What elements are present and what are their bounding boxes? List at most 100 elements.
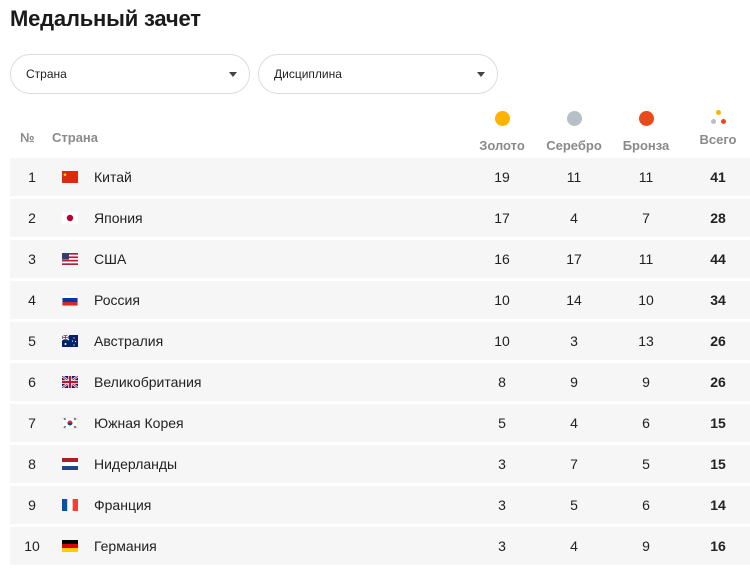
table-row[interactable]: 8 Нидерланды 3 7 5 15 [10, 445, 750, 483]
gold-count: 10 [494, 292, 510, 308]
table-row[interactable]: 9 Франция 3 5 6 14 [10, 486, 750, 524]
total-count: 41 [710, 169, 726, 185]
total-count: 15 [710, 456, 726, 472]
total-count: 14 [710, 497, 726, 513]
gold-count: 3 [498, 538, 506, 554]
chevron-down-icon [477, 71, 485, 77]
page-title: Медальный зачет [10, 6, 201, 31]
country-name: Австралия [94, 333, 164, 349]
china-flag-icon [62, 171, 78, 183]
rank-cell: 9 [28, 497, 36, 513]
country-name: Франция [94, 497, 152, 513]
rank-cell: 6 [28, 374, 36, 390]
table-row[interactable]: 3 США 16 17 11 44 [10, 240, 750, 278]
silver-medal-icon [566, 111, 582, 126]
gold-count: 10 [494, 333, 510, 349]
rank-cell: 10 [24, 538, 40, 554]
silver-count: 4 [570, 538, 578, 554]
column-header-total-group: Всего [683, 104, 750, 147]
column-header-silver-group: Серебро [539, 104, 609, 153]
column-header-bronze: Бронза [622, 138, 670, 153]
japan-flag-icon [62, 212, 78, 224]
uk-flag-icon [62, 376, 78, 388]
rank-cell: 2 [28, 210, 36, 226]
silver-count: 17 [566, 251, 582, 267]
gold-count: 8 [498, 374, 506, 390]
column-header-country: Страна [52, 130, 99, 145]
bronze-count: 10 [638, 292, 654, 308]
country-select-value: Страна [26, 67, 67, 81]
bronze-count: 9 [642, 374, 650, 390]
germany-flag-icon [62, 540, 78, 552]
total-count: 26 [710, 333, 726, 349]
gold-count: 16 [494, 251, 510, 267]
silver-count: 11 [566, 169, 582, 185]
rank-cell: 5 [28, 333, 36, 349]
gold-medal-icon [494, 111, 510, 126]
country-name: Нидерланды [94, 456, 178, 472]
country-name: Великобритания [94, 374, 202, 390]
column-header-gold-group: Золото [467, 104, 537, 153]
rank-cell: 7 [28, 415, 36, 431]
gold-count: 3 [498, 497, 506, 513]
bronze-count: 6 [642, 415, 650, 431]
rank-cell: 4 [28, 292, 36, 308]
bronze-count: 7 [642, 210, 650, 226]
france-flag-icon [62, 499, 78, 511]
table-row[interactable]: 4 Россия 10 14 10 34 [10, 281, 750, 319]
bronze-count: 11 [638, 251, 654, 267]
bronze-count: 9 [642, 538, 650, 554]
country-name: Япония [94, 210, 143, 226]
silver-count: 4 [570, 210, 578, 226]
table-row[interactable]: 6 Великобритания 8 9 9 26 [10, 363, 750, 401]
usa-flag-icon [62, 253, 78, 265]
total-count: 16 [710, 538, 726, 554]
bronze-count: 5 [642, 456, 650, 472]
rank-cell: 1 [28, 169, 36, 185]
filters-bar: Страна Дисциплина [10, 54, 498, 94]
table-row[interactable]: 5 Австралия 10 3 13 26 [10, 322, 750, 360]
column-header-bronze-group: Бронза [611, 104, 681, 153]
bronze-medal-icon [638, 111, 654, 126]
netherlands-flag-icon [62, 458, 78, 470]
chevron-down-icon [229, 71, 237, 77]
silver-count: 14 [566, 292, 582, 308]
bronze-count: 11 [638, 169, 654, 185]
total-count: 15 [710, 415, 726, 431]
total-count: 44 [710, 251, 726, 267]
bronze-count: 13 [638, 333, 654, 349]
table-row[interactable]: 2 Япония 17 4 7 28 [10, 199, 750, 237]
russia-flag-icon [62, 294, 78, 306]
discipline-select[interactable]: Дисциплина [258, 54, 498, 94]
country-name: Германия [94, 538, 157, 554]
silver-count: 3 [570, 333, 578, 349]
column-header-silver: Серебро [546, 138, 602, 153]
total-count: 34 [710, 292, 726, 308]
total-medals-icon [710, 110, 726, 125]
gold-count: 17 [494, 210, 510, 226]
table-row[interactable]: 7 Южная Корея 5 4 6 15 [10, 404, 750, 442]
country-name: Южная Корея [94, 415, 184, 431]
table-header: № Страна Золото Серебро Бронза Всего [10, 104, 750, 158]
silver-count: 4 [570, 415, 578, 431]
column-header-total: Всего [699, 132, 737, 147]
silver-count: 5 [570, 497, 578, 513]
country-name: США [94, 251, 127, 267]
country-select[interactable]: Страна [10, 54, 250, 94]
total-count: 28 [710, 210, 726, 226]
australia-flag-icon [62, 335, 78, 347]
discipline-select-value: Дисциплина [274, 67, 342, 81]
country-name: Россия [94, 292, 140, 308]
silver-count: 7 [570, 456, 578, 472]
table-row[interactable]: 1 Китай 19 11 11 41 [10, 158, 750, 196]
gold-count: 5 [498, 415, 506, 431]
silver-count: 9 [570, 374, 578, 390]
country-name: Китай [94, 169, 132, 185]
medal-table-body: 1 Китай 19 11 11 41 2 Япония 17 4 7 28 3… [10, 158, 750, 568]
table-row[interactable]: 10 Германия 3 4 9 16 [10, 527, 750, 565]
rank-cell: 3 [28, 251, 36, 267]
column-header-rank: № [20, 130, 35, 145]
bronze-count: 6 [642, 497, 650, 513]
gold-count: 3 [498, 456, 506, 472]
rank-cell: 8 [28, 456, 36, 472]
